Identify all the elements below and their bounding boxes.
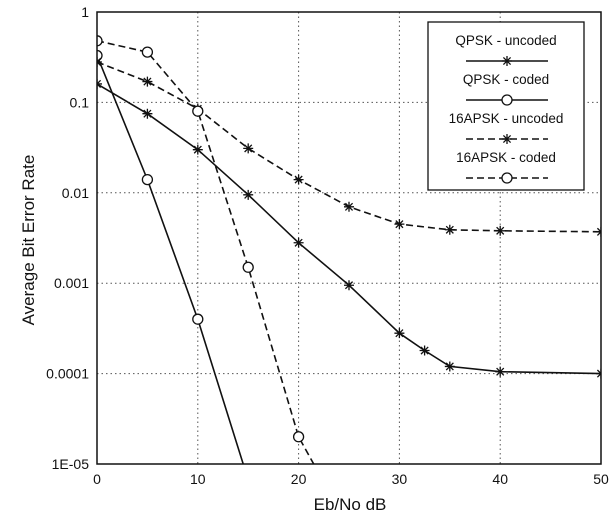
series-1 — [97, 49, 244, 464]
data-point-1-2 — [192, 313, 204, 325]
data-point-3-4 — [292, 431, 305, 443]
data-point-0-9 — [495, 366, 506, 377]
legend-samples — [466, 56, 548, 184]
y-tick-label: 0.01 — [62, 185, 89, 201]
x-tick-label: 10 — [190, 471, 206, 487]
series-line-2 — [97, 61, 601, 233]
x-tick-label: 0 — [93, 471, 101, 487]
data-point-0-8 — [444, 361, 455, 372]
data-point-0-1 — [142, 108, 153, 119]
x-axis-label: Eb/No dB — [314, 495, 387, 514]
legend-marker-1 — [501, 94, 513, 106]
y-tick-label: 1E-05 — [52, 456, 90, 472]
data-point-0-5 — [344, 280, 354, 291]
data-point-2-5 — [344, 201, 354, 212]
series-line-1 — [97, 55, 244, 464]
data-point-2-8 — [495, 225, 506, 236]
legend-marker-2 — [502, 134, 512, 144]
data-point-2-1 — [142, 76, 153, 87]
legend-marker-3 — [501, 172, 513, 184]
series-3 — [97, 35, 315, 464]
legend-label-16apsk-uncoded: 16APSK - uncoded — [449, 111, 564, 126]
y-tick-label: 0.1 — [70, 94, 90, 110]
data-point-2-4 — [293, 174, 304, 185]
data-point-2-6 — [394, 219, 405, 230]
data-point-3-2 — [192, 105, 204, 117]
x-tick-label: 20 — [291, 471, 307, 487]
legend-label-qpsk-coded: QPSK - coded — [463, 72, 549, 87]
data-point-0-3 — [243, 189, 254, 200]
data-point-3-1 — [141, 46, 154, 58]
y-tick-label: 1 — [81, 4, 89, 20]
series-layer — [97, 35, 601, 464]
x-tick-labels: 0 10 20 30 40 50 — [93, 471, 609, 487]
legend-box — [427, 21, 585, 191]
legend-label-qpsk-uncoded: QPSK - uncoded — [455, 33, 556, 48]
legend: QPSK - uncoded QPSK - coded 16APSK - unc… — [427, 21, 585, 191]
legend-marker-0 — [502, 56, 512, 66]
x-tick-label: 40 — [492, 471, 508, 487]
data-point-2-3 — [243, 143, 254, 154]
series-2 — [97, 56, 601, 237]
legend-label-16apsk-coded: 16APSK - coded — [456, 150, 556, 165]
y-tick-label: 0.0001 — [46, 366, 89, 382]
y-tick-labels: 1 0.1 0.01 0.001 0.0001 1E-05 — [46, 4, 89, 472]
y-tick-label: 0.001 — [54, 275, 89, 291]
data-point-2-7 — [444, 224, 455, 235]
y-axis-label: Average Bit Error Rate — [19, 155, 38, 326]
data-point-1-0 — [97, 49, 103, 62]
series-0 — [97, 78, 601, 379]
data-point-0-7 — [419, 345, 430, 356]
data-point-0-2 — [192, 144, 203, 155]
x-tick-label: 50 — [593, 471, 609, 487]
data-point-3-3 — [242, 261, 254, 273]
data-point-0-6 — [394, 328, 405, 339]
data-point-0-4 — [293, 237, 304, 248]
x-tick-label: 30 — [392, 471, 408, 487]
data-point-1-1 — [141, 173, 154, 186]
plot-frame — [96, 11, 602, 465]
data-point-3-0 — [97, 35, 103, 47]
